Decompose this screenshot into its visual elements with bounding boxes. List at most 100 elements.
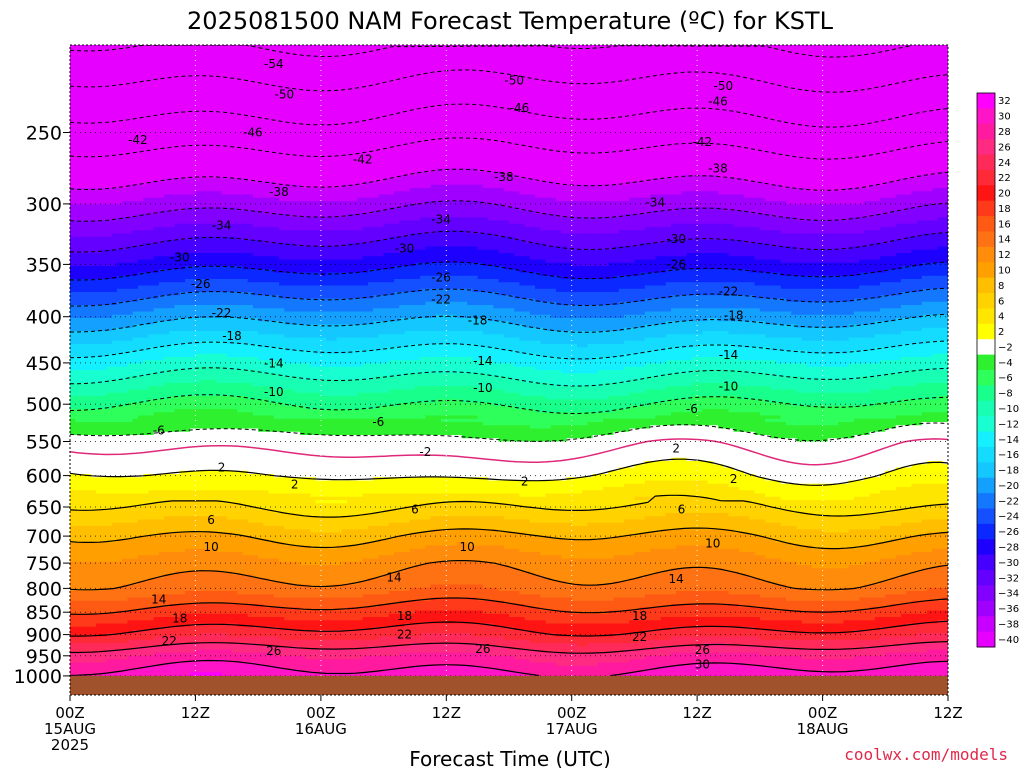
color-band-cell bbox=[341, 480, 348, 498]
color-band-cell bbox=[101, 188, 108, 205]
color-band-cell bbox=[153, 412, 160, 433]
color-band-cell bbox=[681, 373, 688, 387]
color-band-cell bbox=[373, 477, 379, 495]
color-band-cell bbox=[232, 636, 238, 644]
color-band-cell bbox=[158, 45, 165, 183]
color-band-cell bbox=[284, 184, 291, 202]
color-band-cell bbox=[754, 652, 761, 667]
color-band-cell bbox=[467, 415, 474, 420]
color-band-cell bbox=[205, 571, 212, 592]
color-band-cell bbox=[383, 334, 390, 348]
color-band-cell bbox=[665, 210, 672, 228]
color-band-cell bbox=[315, 548, 322, 566]
color-band-cell bbox=[749, 474, 756, 491]
color-band-cell bbox=[367, 298, 374, 313]
color-band-cell bbox=[660, 480, 667, 498]
color-band-cell bbox=[775, 422, 782, 439]
color-band-cell bbox=[697, 529, 703, 547]
color-band-cell bbox=[623, 246, 630, 264]
color-band-cell bbox=[723, 282, 730, 296]
color-band-cell bbox=[331, 259, 338, 274]
color-band-cell bbox=[273, 360, 280, 374]
color-band-cell bbox=[169, 617, 176, 628]
color-band-cell bbox=[456, 623, 463, 634]
color-band-cell bbox=[561, 305, 568, 319]
color-band-cell bbox=[399, 253, 406, 267]
color-band-cell bbox=[320, 435, 327, 482]
color-band-cell bbox=[284, 646, 291, 657]
color-band-cell bbox=[305, 630, 312, 641]
color-band-cell bbox=[441, 545, 447, 563]
color-band-cell bbox=[394, 509, 400, 524]
color-band-cell bbox=[603, 600, 609, 615]
color-band-cell bbox=[226, 344, 233, 358]
color-band-cell bbox=[733, 626, 740, 638]
color-band-cell bbox=[247, 626, 254, 638]
color-band-cell bbox=[472, 503, 479, 517]
color-band-cell bbox=[686, 425, 693, 462]
color-band-cell bbox=[373, 493, 379, 514]
color-band-cell bbox=[733, 500, 740, 517]
color-band-cell bbox=[132, 584, 139, 599]
color-band-cell bbox=[592, 652, 599, 667]
color-band-cell bbox=[122, 405, 129, 423]
color-band-cell bbox=[592, 357, 599, 374]
color-band-cell bbox=[164, 295, 170, 309]
color-band-cell bbox=[477, 331, 484, 348]
color-band-cell bbox=[169, 574, 176, 595]
color-band-cell bbox=[357, 285, 364, 300]
color-band-cell bbox=[608, 396, 615, 413]
color-band-cell bbox=[582, 425, 588, 439]
color-band-cell bbox=[414, 435, 421, 478]
color-band-cell bbox=[576, 386, 583, 400]
color-band-cell bbox=[122, 233, 129, 251]
color-band-cell bbox=[90, 188, 97, 205]
color-band-cell bbox=[556, 275, 562, 293]
color-band-cell bbox=[561, 201, 568, 218]
color-band-cell bbox=[488, 305, 494, 322]
color-band-cell bbox=[258, 636, 264, 647]
color-band-cell bbox=[106, 542, 113, 563]
color-band-cell bbox=[535, 633, 541, 644]
color-band-cell bbox=[232, 194, 238, 209]
color-band-cell bbox=[378, 604, 385, 618]
color-band-cell bbox=[200, 490, 207, 501]
color-band-cell bbox=[566, 201, 573, 218]
color-band-cell bbox=[702, 591, 709, 605]
color-band-cell bbox=[174, 396, 181, 410]
color-band-cell bbox=[603, 613, 609, 625]
color-band-cell bbox=[179, 431, 186, 472]
color-band-cell bbox=[70, 236, 76, 254]
color-band-cell bbox=[582, 305, 588, 319]
color-band-cell bbox=[482, 493, 489, 504]
color-band-cell bbox=[472, 402, 479, 417]
color-band-cell bbox=[263, 256, 270, 270]
color-band-cell bbox=[608, 184, 615, 202]
color-band-cell bbox=[247, 506, 254, 524]
color-band-cell bbox=[294, 184, 301, 202]
color-band-cell bbox=[232, 503, 238, 521]
color-band-cell bbox=[765, 539, 771, 560]
color-band-cell bbox=[493, 292, 500, 309]
color-band-cell bbox=[404, 402, 411, 420]
color-band-cell bbox=[357, 379, 364, 394]
color-band-cell bbox=[111, 292, 118, 306]
color-band-cell bbox=[85, 396, 92, 410]
color-band-cell bbox=[216, 409, 223, 430]
color-band-cell bbox=[195, 353, 202, 368]
color-band-cell bbox=[665, 194, 672, 212]
color-band-cell bbox=[232, 662, 238, 677]
color-band-cell bbox=[702, 223, 709, 241]
color-band-cell bbox=[629, 301, 636, 316]
color-band-cell bbox=[132, 597, 139, 612]
color-band-cell bbox=[759, 597, 766, 608]
color-band-cell bbox=[216, 292, 223, 306]
color-band-cell bbox=[216, 571, 223, 592]
color-band-cell bbox=[738, 607, 745, 618]
color-band-cell bbox=[143, 646, 149, 657]
color-band-cell bbox=[200, 500, 207, 517]
color-band-cell bbox=[279, 630, 285, 641]
color-band-cell bbox=[488, 233, 494, 251]
color-band-cell bbox=[671, 360, 677, 374]
color-band-cell bbox=[618, 418, 625, 433]
